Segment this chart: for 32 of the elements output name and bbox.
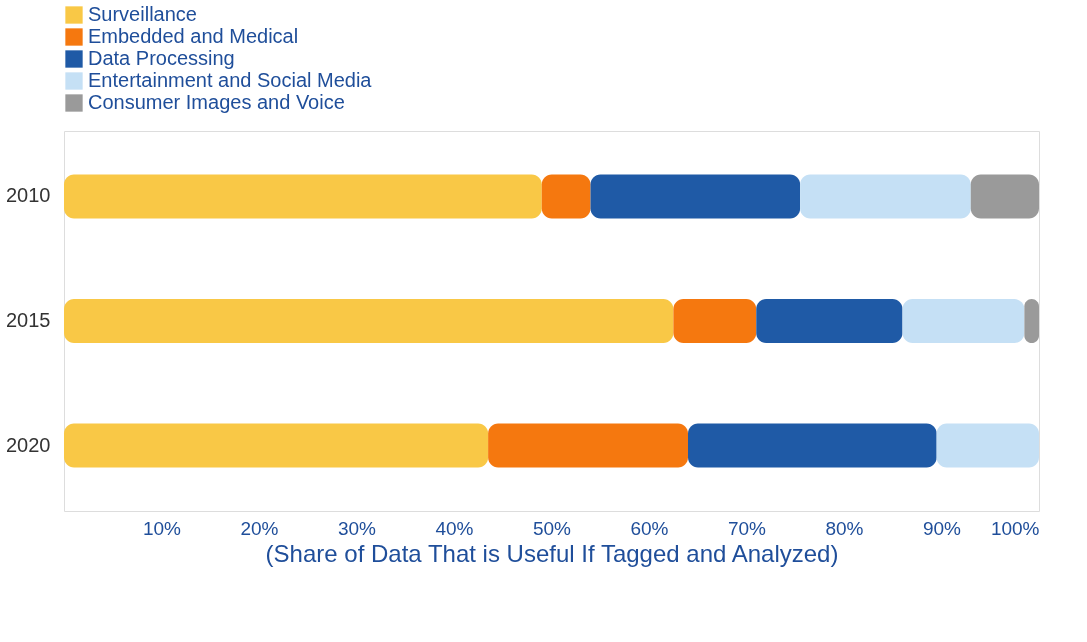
legend-label: Surveillance [88, 3, 197, 25]
bar [970, 174, 1039, 219]
x-tick-label: 60% [630, 517, 669, 539]
x-tick-label: 70% [727, 517, 767, 539]
legend-label: Entertainment and Social Media [88, 69, 373, 91]
legend-label: Consumer Images and Voice [88, 91, 345, 113]
bar [64, 174, 542, 219]
bar [541, 174, 591, 219]
x-tick-label: 50% [532, 517, 572, 539]
bar [902, 299, 1025, 343]
y-tick-label: 2020 [6, 433, 51, 456]
bar [64, 299, 674, 343]
bar [688, 423, 937, 468]
x-tick-label: 30% [337, 517, 377, 539]
x-tick-label: 80% [825, 517, 864, 539]
x-tick-label: 10% [142, 517, 182, 539]
x-tick-label: 100% [990, 517, 1040, 539]
x-tick-label: 20% [240, 517, 279, 539]
x-tick-label: 90% [922, 517, 962, 539]
bar [800, 174, 971, 219]
bar [673, 299, 757, 343]
y-tick-label: 2015 [6, 309, 51, 331]
bar [936, 423, 1039, 468]
bar [64, 423, 489, 468]
bar [590, 174, 801, 219]
legend-label: Data Processing [88, 47, 235, 69]
x-tick-label: 40% [435, 517, 474, 539]
y-tick-label: 2010 [6, 184, 51, 207]
x-axis-title: (Share of Data That is Useful If Tagged and Analyzed) [265, 539, 839, 567]
bar [756, 299, 903, 343]
bar [488, 423, 688, 468]
legend-label: Embedded and Medical [88, 25, 299, 47]
